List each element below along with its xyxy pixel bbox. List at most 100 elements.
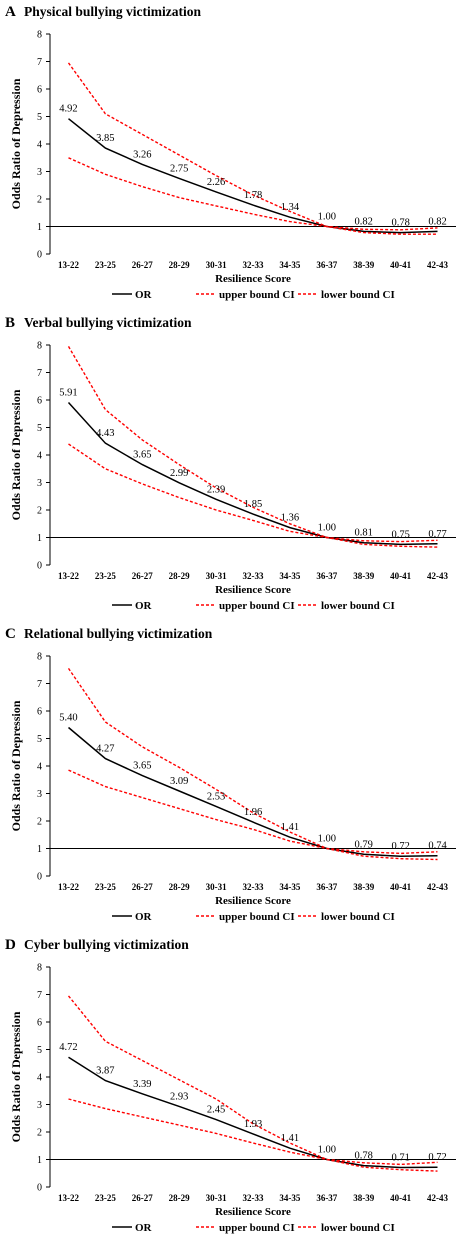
y-tick-label: 3 [37, 1100, 42, 1111]
y-tick-label: 1 [37, 533, 42, 544]
x-tick-label: 30-31 [206, 260, 227, 270]
x-tick-label: 36-37 [316, 260, 337, 270]
upper-ci-line [67, 668, 438, 855]
or-data-label: 2.93 [170, 1091, 188, 1102]
panel-letter: A [5, 4, 16, 20]
y-tick-label: 5 [37, 423, 42, 434]
chart-panel-d: D Cyber bullying victimization 0 1 2 3 4 5 6 7 8 Od… [5, 937, 456, 1234]
legend-label: upper bound CI [219, 1222, 295, 1234]
x-tick-label: 13-22 [58, 882, 79, 892]
legend: OR upper bound CI lower bound CI [112, 600, 395, 612]
x-tick-label: 26-27 [132, 1193, 153, 1203]
or-data-label: 2.53 [207, 791, 225, 802]
legend: OR upper bound CI lower bound CI [112, 1222, 395, 1234]
or-data-label: 1.34 [281, 202, 300, 213]
or-data-label: 1.00 [318, 523, 336, 534]
y-tick-label: 8 [37, 30, 42, 41]
x-tick-label: 38-39 [353, 882, 374, 892]
legend: OR upper bound CI lower bound CI [112, 911, 395, 923]
or-data-label: 3.09 [170, 776, 188, 787]
or-data-label: 3.26 [133, 149, 151, 160]
panel-title: Physical bullying victimization [24, 4, 202, 19]
or-data-label: 3.87 [96, 1066, 114, 1077]
x-tick-label: 32-33 [243, 571, 264, 581]
y-tick-label: 5 [37, 734, 42, 745]
y-tick-label: 5 [37, 1045, 42, 1056]
panel-title: Cyber bullying victimization [24, 937, 189, 952]
chart-panel-c: C Relational bullying victimization 0 1 2 3 4 5… [5, 626, 456, 923]
or-data-label: 1.36 [281, 513, 299, 524]
lower-ci-line [68, 1098, 438, 1172]
legend-label: lower bound CI [321, 289, 395, 301]
or-data-label: 1.00 [318, 834, 336, 845]
x-tick-label: 34-35 [279, 260, 300, 270]
y-tick-label: 4 [37, 1073, 42, 1084]
x-tick-label: 40-41 [390, 1193, 411, 1203]
x-tick-label: 40-41 [390, 882, 411, 892]
legend-label: upper bound CI [219, 600, 295, 612]
or-data-label: 1.00 [318, 1145, 336, 1156]
chart-panel-a: A Physical bullying victimization 0 1 2 3 4 5 6 7… [5, 4, 456, 301]
legend-label: upper bound CI [219, 289, 295, 301]
or-line [68, 1056, 438, 1169]
y-tick-label: 2 [37, 817, 42, 828]
lower-ci-line [68, 769, 438, 861]
x-tick-label: 30-31 [206, 1193, 227, 1203]
y-axis-title: Odds Ratio of Depression [9, 389, 23, 520]
x-tick-label: 40-41 [390, 260, 411, 270]
x-axis-title: Resilience Score [215, 895, 291, 907]
y-tick-label: 0 [37, 872, 42, 883]
or-data-label: 3.39 [133, 1079, 151, 1090]
y-tick-label: 3 [37, 478, 42, 489]
y-axis-title: Odds Ratio of Depression [9, 1011, 23, 1142]
x-tick-label: 42-43 [427, 571, 448, 581]
legend-label: OR [135, 1222, 153, 1234]
legend-label: OR [135, 600, 153, 612]
or-data-label: 0.72 [391, 841, 409, 852]
y-tick-label: 8 [37, 341, 42, 352]
x-tick-label: 32-33 [243, 882, 264, 892]
x-tick-label: 28-29 [169, 882, 190, 892]
or-data-label: 1.41 [281, 822, 299, 833]
x-tick-label: 28-29 [169, 260, 190, 270]
or-line [67, 401, 438, 546]
or-data-label: 4.43 [96, 428, 114, 439]
or-data-label: 2.39 [207, 484, 225, 495]
x-tick-label: 32-33 [243, 1193, 264, 1203]
y-axis-title: Odds Ratio of Depression [9, 78, 23, 209]
x-tick-label: 34-35 [279, 882, 300, 892]
x-tick-label: 34-35 [279, 1193, 300, 1203]
y-tick-label: 7 [37, 990, 42, 1001]
y-tick-label: 7 [37, 57, 42, 68]
y-tick-label: 8 [37, 652, 42, 663]
or-data-label: 1.78 [244, 190, 262, 201]
panel-letter: B [5, 315, 15, 331]
x-tick-label: 42-43 [427, 260, 448, 270]
y-tick-label: 7 [37, 368, 42, 379]
y-tick-label: 2 [37, 1128, 42, 1139]
y-tick-label: 6 [37, 1018, 42, 1029]
or-data-label: 2.45 [207, 1105, 225, 1116]
y-tick-label: 2 [37, 506, 42, 517]
y-tick-label: 0 [37, 561, 42, 572]
x-tick-label: 23-25 [95, 1193, 116, 1203]
or-data-label: 0.82 [428, 216, 446, 227]
legend-label: OR [135, 289, 153, 301]
legend-label: lower bound CI [321, 1222, 395, 1234]
x-tick-label: 13-22 [58, 260, 79, 270]
x-axis-title: Resilience Score [215, 273, 291, 285]
y-tick-label: 2 [37, 195, 42, 206]
or-data-label: 1.41 [281, 1133, 299, 1144]
or-data-label: 3.65 [133, 761, 151, 772]
x-tick-label: 38-39 [353, 260, 374, 270]
panel-title: Verbal bullying victimization [24, 315, 192, 330]
y-tick-label: 4 [37, 140, 42, 151]
or-data-label: 1.93 [244, 1119, 262, 1130]
or-data-label: 0.82 [355, 216, 373, 227]
x-tick-label: 36-37 [316, 882, 337, 892]
legend-label: OR [135, 911, 153, 923]
chart-panel-b: B Verbal bullying victimization 0 1 2 3 4 5 6 7 8 O… [5, 315, 456, 612]
y-tick-label: 1 [37, 1155, 42, 1166]
x-tick-label: 13-22 [58, 571, 79, 581]
panel-letter: D [5, 937, 16, 953]
